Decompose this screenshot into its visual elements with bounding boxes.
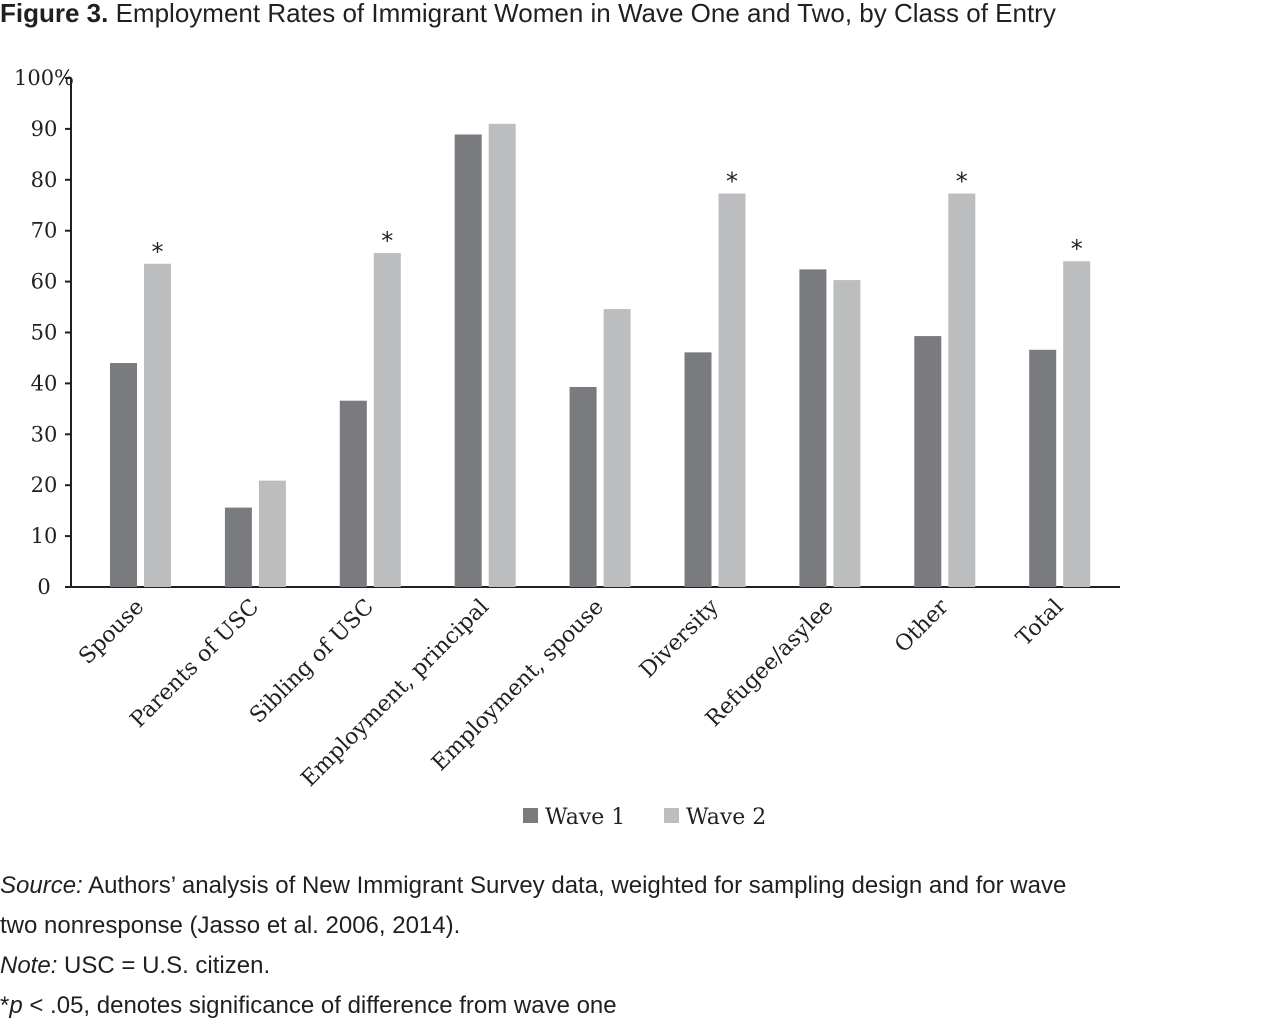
note-label: Note: — [0, 952, 58, 979]
sig-prefix: * — [0, 992, 10, 1019]
source-label: Source: — [0, 872, 83, 899]
significance-marker: * — [152, 238, 164, 266]
source-note: Source: Authors’ analysis of New Immigra… — [0, 866, 1280, 906]
bar-wave1 — [569, 386, 597, 587]
figure-title: Figure 3. Employment Rates of Immigrant … — [0, 0, 1056, 30]
x-category-label: Refugee/asylee — [701, 595, 838, 732]
y-tick-label: 30 — [31, 422, 58, 446]
x-category-label: Total — [1012, 595, 1069, 652]
x-category-label: Spouse — [74, 595, 149, 670]
bar-wave1 — [1029, 349, 1057, 587]
usc-note: Note: USC = U.S. citizen. — [0, 946, 1280, 986]
y-tick-label: 50 — [31, 321, 58, 345]
bar-wave1 — [684, 352, 712, 587]
y-tick-label: 80 — [31, 168, 58, 192]
y-tick-label: 40 — [31, 371, 58, 395]
source-line-2: two nonresponse (Jasso et al. 2006, 2014… — [0, 912, 461, 939]
significance-note: *p < .05, denotes significance of differ… — [0, 986, 1280, 1026]
figure-title-text: Employment Rates of Immigrant Women in W… — [115, 0, 1056, 28]
x-category-label: Diversity — [635, 594, 724, 683]
bar-wave1 — [914, 336, 942, 587]
bar-wave2 — [373, 253, 401, 587]
bar-wave2 — [488, 123, 516, 587]
x-category-label: Sibling of USC — [245, 595, 379, 729]
bar-wave2 — [603, 309, 631, 587]
legend-swatch-wave1 — [523, 808, 538, 823]
legend-label-wave2: Wave 2 — [686, 805, 766, 830]
y-tick-label: 90 — [31, 117, 58, 141]
sig-text: < .05, denotes significance of differenc… — [22, 992, 617, 1019]
y-tick-label: 10 — [31, 524, 58, 548]
x-category-label: Other — [890, 594, 954, 658]
bar-wave1 — [110, 363, 137, 587]
bar-wave1 — [339, 400, 367, 587]
x-category-label: Parents of USC — [126, 595, 264, 733]
bar-wave1 — [454, 134, 482, 587]
significance-marker: * — [1071, 235, 1083, 263]
bar-wave2 — [144, 263, 171, 587]
bar-wave1 — [224, 507, 252, 587]
legend-label-wave1: Wave 1 — [545, 805, 625, 830]
source-note-continued: two nonresponse (Jasso et al. 2006, 2014… — [0, 906, 1280, 946]
figure-label: Figure 3. — [0, 0, 109, 28]
figure-notes: Source: Authors’ analysis of New Immigra… — [0, 866, 1280, 1026]
source-line-1: Authors’ analysis of New Immigrant Surve… — [82, 872, 1067, 899]
sig-p: p — [9, 992, 23, 1019]
bar-wave2 — [948, 193, 976, 587]
significance-marker: * — [726, 168, 738, 196]
y-tick-label: 0 — [37, 575, 50, 599]
bar-wave2 — [718, 193, 746, 587]
bar-wave2 — [833, 280, 861, 587]
bar-wave2 — [258, 480, 286, 587]
note-text: USC = U.S. citizen. — [57, 952, 271, 979]
x-category-label: Employment, principal — [297, 595, 494, 792]
y-tick-label: 60 — [31, 270, 58, 294]
significance-marker: * — [956, 168, 968, 196]
y-tick-label: 70 — [31, 219, 58, 243]
bar-wave1 — [799, 269, 827, 587]
y-tick-label: 20 — [31, 473, 58, 497]
bar-wave2 — [1063, 261, 1091, 587]
significance-marker: * — [381, 227, 393, 255]
legend-swatch-wave2 — [664, 808, 679, 823]
y-tick-label: 100% — [14, 66, 74, 90]
